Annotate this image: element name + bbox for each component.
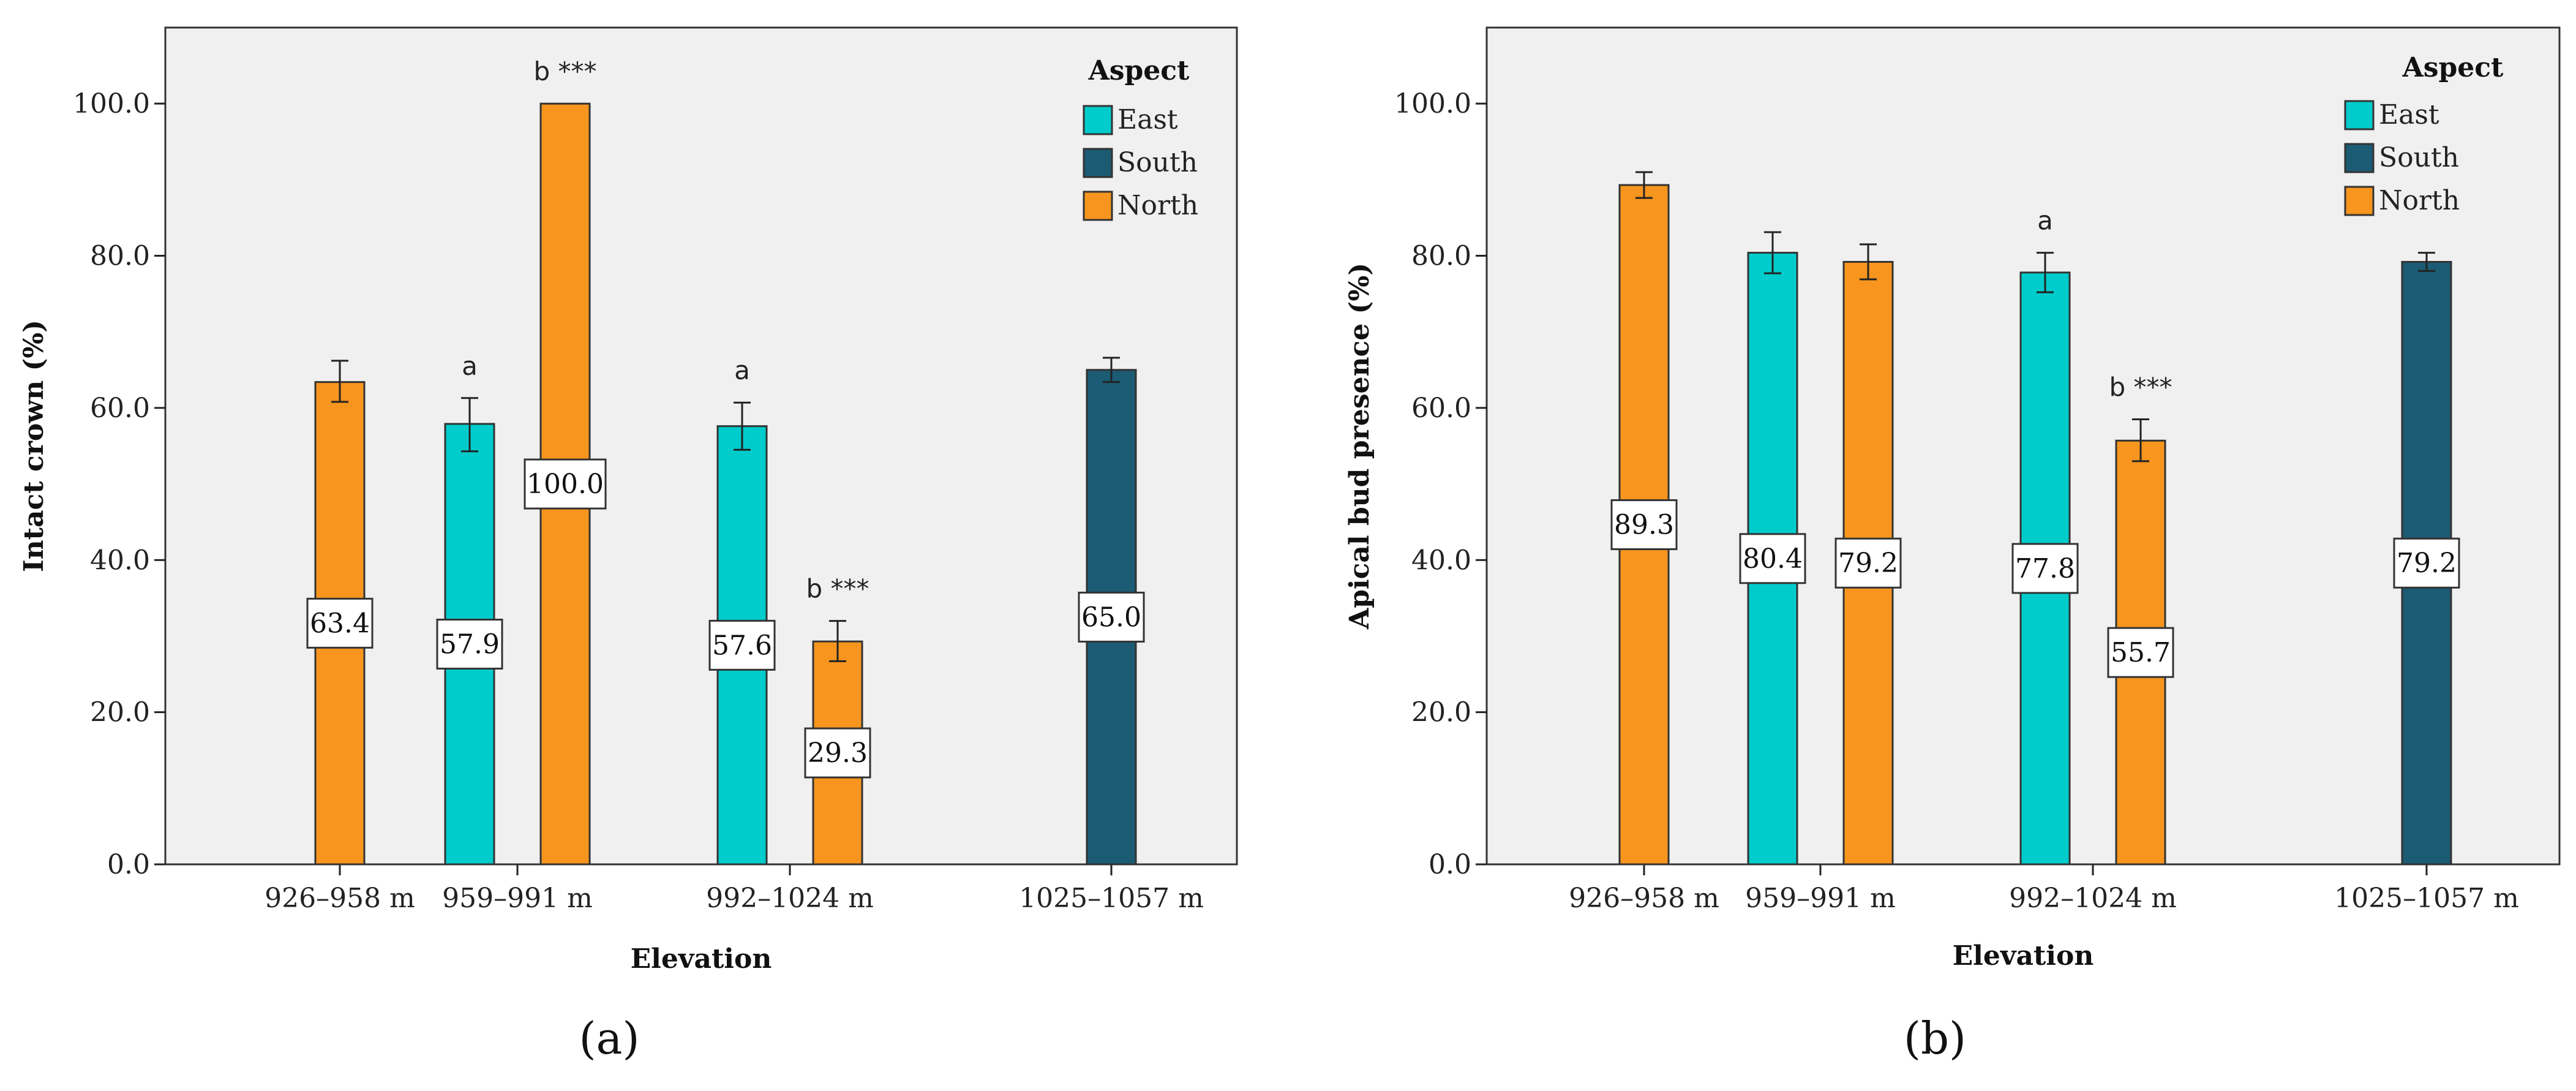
significance-annotation: a [734,355,750,385]
legend-swatch-south [2344,143,2375,173]
data-label: 29.3 [808,738,868,769]
data-label: 89.3 [1614,510,1674,541]
x-tick-label: 959–991 m [442,883,593,914]
y-tick-label: 0.0 [1429,849,1471,880]
data-label: 57.6 [712,630,772,661]
x-axis-title: Elevation [631,943,772,975]
data-label-box [1834,537,1902,589]
data-label: 79.2 [2397,548,2457,579]
data-label: 100.0 [527,469,604,500]
data-label: 77.8 [2015,553,2075,584]
significance-annotation: a [462,351,478,381]
y-axis-title: Apical bud presence (%) [1344,263,1375,630]
y-tick-label: 40.0 [1411,545,1471,576]
y-tick-label: 40.0 [90,545,150,576]
legend-swatch-south [1083,148,1113,178]
legend-label-north: North [1117,190,1198,221]
legend-title: Aspect [1088,55,1190,86]
data-label-box [2393,537,2460,589]
legend-label-south: South [1117,147,1198,178]
y-tick-label: 100.0 [73,88,150,119]
panel-label: (a) [579,1013,639,1064]
x-tick-label: 992–1024 m [2009,883,2177,914]
y-tick-label: 60.0 [1411,393,1471,424]
y-tick-label: 80.0 [90,241,150,272]
legend-swatch-east [2344,100,2375,130]
data-label: 57.9 [440,629,500,660]
legend-label-north: North [2379,185,2460,216]
panel-b: 0.0 20.0 40.0 60.0 80.0 100.0 926–958 m 959–991… [1344,26,2561,1064]
legend-swatch-north [1083,191,1113,221]
panel-a: 0.0 20.0 40.0 60.0 80.0 100.0 926–958 m 959–991… [18,26,1238,1064]
panel-label: (b) [1904,1013,1966,1064]
y-tick-label: 100.0 [1394,88,1471,119]
y-tick-label: 0.0 [107,849,150,880]
significance-annotation: b *** [2109,372,2172,402]
data-label: 79.2 [1838,548,1898,579]
data-label: 80.4 [1743,543,1803,575]
data-label-box [1610,499,1678,551]
data-label: 63.4 [310,608,370,639]
data-label: 65.0 [1081,602,1141,633]
y-tick-label: 80.0 [1411,241,1471,272]
significance-annotation: b *** [806,574,869,604]
legend-swatch-east [1083,105,1113,135]
x-tick-label: 992–1024 m [706,883,874,914]
legend-title: Aspect [2402,52,2504,83]
data-label-box [2011,543,2079,594]
data-label-box [306,597,374,649]
data-label-box [1739,533,1806,584]
x-tick-label: 1025–1057 m [2334,883,2519,914]
significance-annotation: b *** [533,56,596,86]
legend-label-south: South [2379,142,2459,173]
data-label-box [524,458,607,510]
data-label-box [804,727,871,779]
y-tick-label: 60.0 [90,393,150,424]
data-label-box [2107,627,2174,678]
legend-label-east: East [1117,104,1178,135]
x-tick-label: 926–958 m [265,883,415,914]
y-tick-label: 20.0 [1411,697,1471,728]
data-label-box [1078,591,1145,643]
legend-label-east: East [2379,99,2439,130]
x-tick-label: 959–991 m [1745,883,1896,914]
y-axis-title: Intact crown (%) [18,320,50,572]
significance-annotation: a [2037,206,2053,236]
x-tick-label: 1025–1057 m [1019,883,1204,914]
y-tick-label: 20.0 [90,697,150,728]
x-tick-label: 926–958 m [1569,883,1719,914]
data-label: 55.7 [2111,637,2171,668]
x-axis-title: Elevation [1953,940,2094,972]
data-label-box [708,619,776,671]
legend-swatch-north [2344,186,2375,216]
data-label-box [436,618,503,670]
